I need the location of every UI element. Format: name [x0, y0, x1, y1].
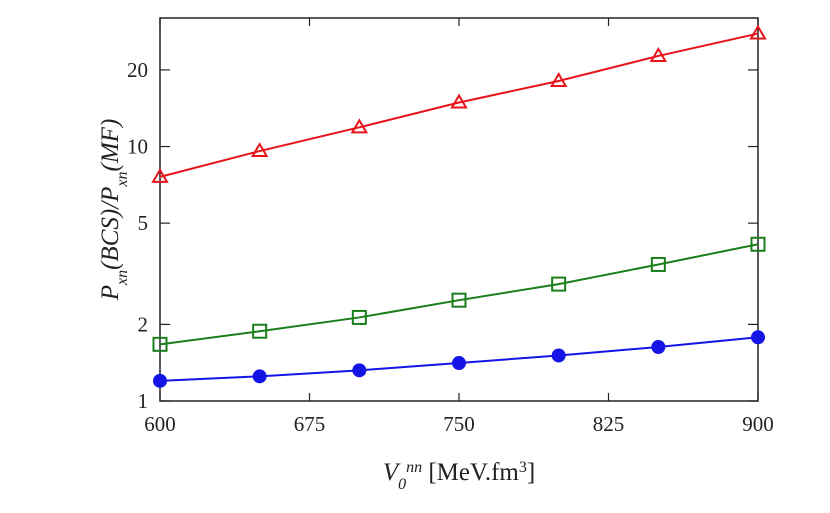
marker [749, 24, 767, 40]
x-tick-label: 750 [443, 412, 475, 436]
x-axis-label: V0nn [MeV.fm3] [383, 459, 535, 493]
label-part: nn [406, 459, 422, 476]
label-part: 3 [519, 459, 527, 476]
marker [252, 323, 268, 339]
x-tick-label: 825 [593, 412, 625, 436]
marker [451, 292, 467, 308]
y-tick-label: 5 [138, 211, 149, 235]
label-part: [MeV.fm [422, 459, 519, 486]
y-tick-label: 20 [127, 58, 148, 82]
marker [151, 167, 169, 183]
label-part: (MF) [97, 119, 124, 172]
label-part: 0 [398, 476, 406, 493]
marker [450, 93, 468, 109]
label-part: V [383, 459, 401, 486]
x-tick-label: 900 [742, 412, 774, 436]
marker [250, 142, 269, 158]
marker [549, 71, 568, 87]
y-tick-label: 1 [138, 389, 149, 413]
marker [551, 276, 567, 292]
marker [153, 373, 167, 388]
marker [351, 309, 367, 325]
marker [650, 256, 666, 272]
plot-frame [159, 17, 759, 402]
series-line [159, 243, 759, 346]
series-line [159, 32, 759, 178]
marker [551, 348, 566, 363]
marker [649, 46, 668, 62]
label-part: P [97, 285, 124, 301]
marker [751, 330, 765, 345]
marker [350, 118, 369, 134]
label-part: ] [527, 459, 535, 486]
marker [452, 356, 466, 371]
marker [352, 363, 367, 378]
y-tick-label: 2 [138, 312, 149, 336]
marker [152, 336, 168, 352]
x-tick-label: 675 [294, 412, 326, 436]
label-part: xn [114, 171, 131, 187]
marker [651, 340, 666, 355]
label-part: xn [114, 270, 131, 286]
y-axis-label: Pxn(BCS)/Pxn(MF) [97, 119, 131, 302]
marker [252, 369, 267, 384]
marker [750, 236, 766, 252]
y-tick-label: 10 [127, 135, 148, 159]
x-tick-label: 600 [144, 412, 176, 436]
label-part: (BCS)/P [97, 187, 124, 270]
